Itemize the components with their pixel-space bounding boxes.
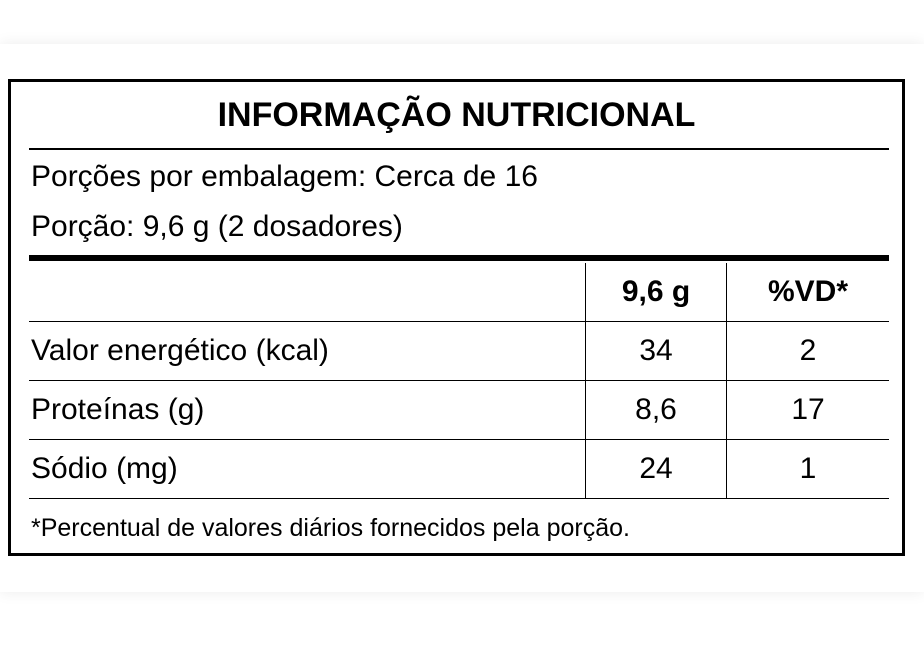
servings-per-package: Porções por embalagem: Cerca de 16 (31, 160, 538, 193)
amount: 34 (585, 321, 727, 381)
daily-value: 17 (726, 380, 889, 440)
serving-size: Porção: 9,6 g (2 dosadores) (31, 210, 403, 243)
table-row: Sódio (mg) 24 1 (29, 439, 889, 499)
nutrition-table: 9,6 g %VD* Valor energético (kcal) 34 2 Pro… (29, 263, 889, 499)
thick-divider (29, 255, 889, 261)
nutrition-label: INFORMAÇÃO NUTRICIONAL Porções por embal… (8, 79, 905, 556)
amount: 24 (585, 439, 727, 499)
divider (29, 148, 889, 150)
daily-value: 2 (726, 321, 889, 381)
header-row: 9,6 g %VD* (29, 263, 889, 322)
table-body: 9,6 g %VD* Valor energético (kcal) 34 2 Pro… (29, 263, 889, 499)
footnote: *Percentual de valores diários fornecido… (31, 514, 630, 542)
nutrient-name: Sódio (mg) (29, 439, 586, 499)
header-cell: %VD* (726, 263, 889, 322)
nutrient-name: Valor energético (kcal) (29, 321, 586, 381)
nutrient-name: Proteínas (g) (29, 380, 586, 440)
empty-header-cell (29, 263, 586, 322)
daily-value: 1 (726, 439, 889, 499)
header-cell: 9,6 g (585, 263, 727, 322)
title: INFORMAÇÃO NUTRICIONAL (217, 96, 696, 134)
table-row: Valor energético (kcal) 34 2 (29, 321, 889, 381)
amount: 8,6 (585, 380, 727, 440)
table-row: Proteínas (g) 8,6 17 (29, 380, 889, 440)
